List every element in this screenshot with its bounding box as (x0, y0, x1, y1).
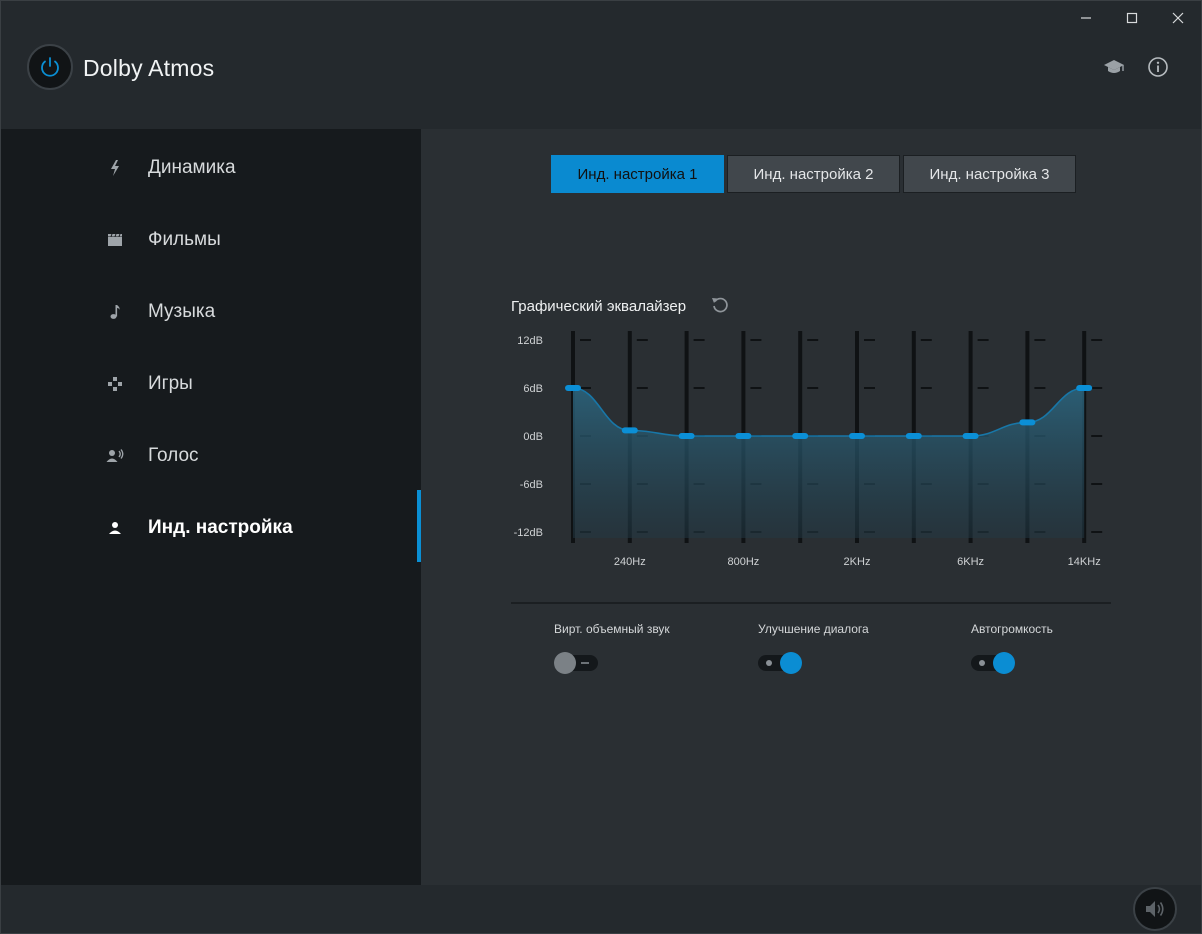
sidebar: Динамика Фильмы Музыка Игры Голос (1, 129, 421, 885)
speaker-icon (1146, 901, 1164, 917)
minimize-icon[interactable] (1063, 1, 1109, 35)
volume-leveler-toggle[interactable] (971, 652, 1015, 674)
equalizer-curve (572, 387, 1085, 437)
equalizer-curve-fill (573, 388, 1085, 538)
reset-icon[interactable] (710, 295, 730, 315)
eq-band-handle[interactable] (565, 385, 581, 391)
eq-band-handle[interactable] (678, 433, 695, 439)
equalizer-graph[interactable]: 12dB 6dB 0dB -6dB -12dB 240Hz 800Hz 2KHz 6KHz 14… (421, 319, 1201, 589)
eq-band-handle[interactable] (792, 433, 809, 439)
app-title: Dolby Atmos (83, 55, 215, 81)
main-panel: Инд. настройка 1 Инд. настройка 2 Инд. н… (421, 129, 1201, 885)
tab-custom-1[interactable]: Инд. настройка 1 (551, 155, 724, 193)
equalizer-title: Графический эквалайзер (511, 298, 687, 315)
footer-bar (1, 885, 1201, 933)
db-label: -12dB (514, 527, 543, 539)
tab-custom-3[interactable]: Инд. настройка 3 (903, 155, 1076, 193)
toggle-label: Автогромкость (971, 622, 1053, 636)
eq-band-handle[interactable] (849, 433, 865, 439)
sidebar-item-label: Голос (148, 445, 199, 466)
divider (511, 602, 1111, 604)
maximize-icon[interactable] (1109, 1, 1155, 35)
sidebar-item-label: Динамика (148, 157, 236, 178)
sidebar-item-label: Фильмы (148, 229, 221, 250)
gamepad-icon (105, 374, 125, 394)
dialogue-enhancer-setting: Улучшение диалога (758, 622, 869, 674)
db-label: 12dB (517, 335, 543, 347)
dialogue-enhancer-toggle[interactable] (758, 652, 802, 674)
power-button[interactable] (27, 44, 73, 90)
voice-icon (105, 446, 125, 466)
tab-custom-2[interactable]: Инд. настройка 2 (727, 155, 900, 193)
freq-label: 2KHz (844, 556, 871, 568)
window-controls (1063, 1, 1201, 35)
sidebar-item-music[interactable]: Музыка (1, 276, 421, 348)
toggle-label: Улучшение диалога (758, 622, 869, 636)
clapperboard-icon (105, 230, 125, 250)
sidebar-item-label: Музыка (148, 301, 216, 322)
freq-label: 14KHz (1068, 556, 1101, 568)
lightning-icon (105, 158, 125, 178)
info-icon[interactable] (1146, 55, 1170, 79)
sidebar-item-label: Игры (148, 373, 193, 394)
person-icon (105, 518, 125, 538)
sidebar-item-label: Инд. настройка (148, 517, 293, 538)
toggle-label: Вирт. объемный звук (554, 622, 670, 636)
sidebar-item-voice[interactable]: Голос (1, 420, 421, 492)
freq-label: 240Hz (614, 556, 646, 568)
freq-label: 800Hz (728, 556, 760, 568)
virtual-surround-toggle[interactable] (554, 652, 598, 674)
sidebar-item-movies[interactable]: Фильмы (1, 204, 421, 276)
active-indicator (417, 490, 421, 562)
title-bar: Dolby Atmos (1, 1, 1201, 129)
eq-band-handle[interactable] (1076, 385, 1093, 391)
close-icon[interactable] (1155, 1, 1201, 35)
music-note-icon (105, 302, 125, 322)
virtual-surround-setting: Вирт. объемный звук (554, 622, 670, 674)
sidebar-item-games[interactable]: Игры (1, 348, 421, 420)
sidebar-item-dynamic[interactable]: Динамика (1, 132, 421, 204)
sidebar-item-custom[interactable]: Инд. настройка (1, 492, 421, 564)
eq-band-handle[interactable] (962, 433, 979, 439)
db-label: 6dB (523, 383, 543, 395)
eq-band-handle[interactable] (735, 433, 752, 439)
eq-band-handle[interactable] (1019, 419, 1036, 426)
db-label: -6dB (520, 479, 543, 491)
db-label: 0dB (523, 431, 543, 443)
preset-tabs: Инд. настройка 1 Инд. настройка 2 Инд. н… (551, 155, 1076, 193)
graduation-cap-icon[interactable] (1102, 55, 1126, 79)
freq-label: 6KHz (957, 556, 984, 568)
volume-leveler-setting: Автогромкость (971, 622, 1053, 674)
power-icon (41, 57, 59, 77)
speaker-test-button[interactable] (1133, 887, 1177, 931)
eq-band-handle[interactable] (905, 433, 922, 439)
eq-band-handle[interactable] (621, 427, 638, 434)
